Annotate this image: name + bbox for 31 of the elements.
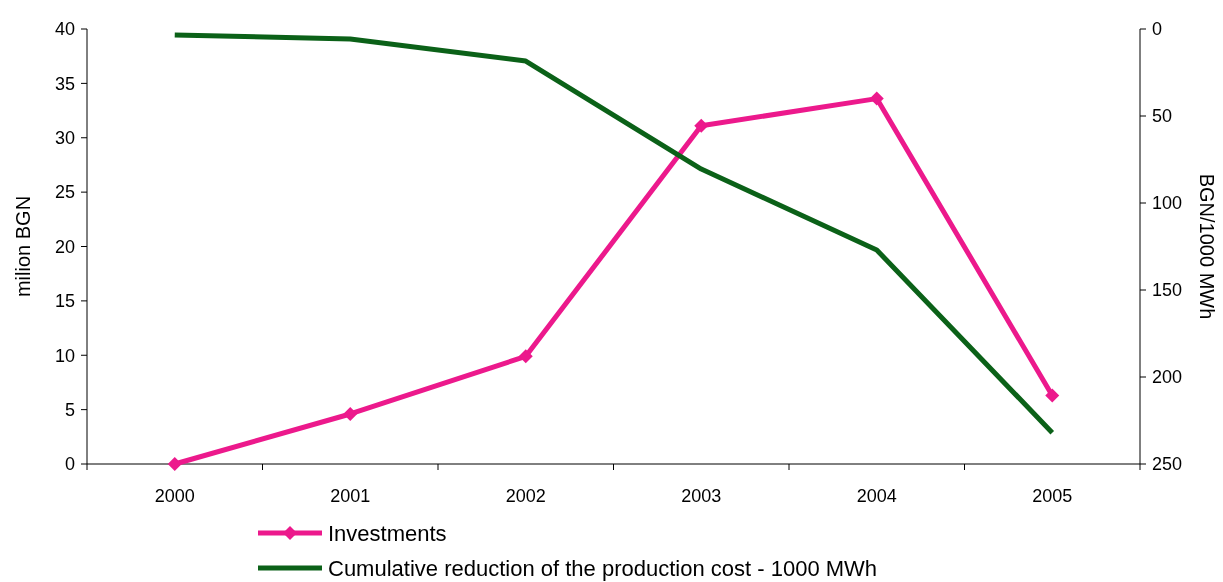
y-tick-label: 15 [54, 291, 75, 312]
x-tick-label: 2001 [330, 486, 371, 506]
x-tick-label: 2005 [1032, 486, 1073, 506]
x-tick-label: 2003 [681, 486, 722, 506]
y-tick-label: 5 [64, 399, 75, 420]
point [343, 406, 358, 421]
y2-tick-label: 250 [1152, 454, 1183, 475]
y-tick-label: 20 [54, 236, 75, 257]
x-tick-label: 2002 [505, 486, 546, 506]
legend-label: Cumulative reduction of the production cost - 1000 MWh [328, 555, 878, 581]
y-axis-title: milion BGN [12, 195, 34, 298]
point [1045, 388, 1060, 403]
y-tick-label: 10 [54, 345, 75, 366]
point [518, 349, 533, 364]
y-tick-label: 30 [54, 128, 75, 149]
y2-tick-label: 100 [1152, 193, 1183, 214]
y-tick-label: 25 [54, 182, 75, 203]
x-tick-label: 2000 [154, 486, 195, 506]
y-tick-label: 0 [64, 454, 75, 475]
y2-tick-label: 150 [1152, 280, 1183, 301]
legend-label: Investments [328, 520, 447, 546]
y-tick-label: 35 [54, 73, 75, 94]
x-tick-label: 2004 [856, 486, 897, 506]
point [869, 91, 884, 106]
y-tick-label: 40 [54, 19, 75, 40]
point [167, 457, 182, 471]
y2-axis-title: BGN/1000 MWh [1196, 173, 1218, 320]
y2-tick-label: 0 [1152, 19, 1163, 40]
point [694, 118, 709, 133]
y2-tick-label: 50 [1152, 106, 1173, 127]
y2-tick-label: 200 [1152, 367, 1183, 388]
